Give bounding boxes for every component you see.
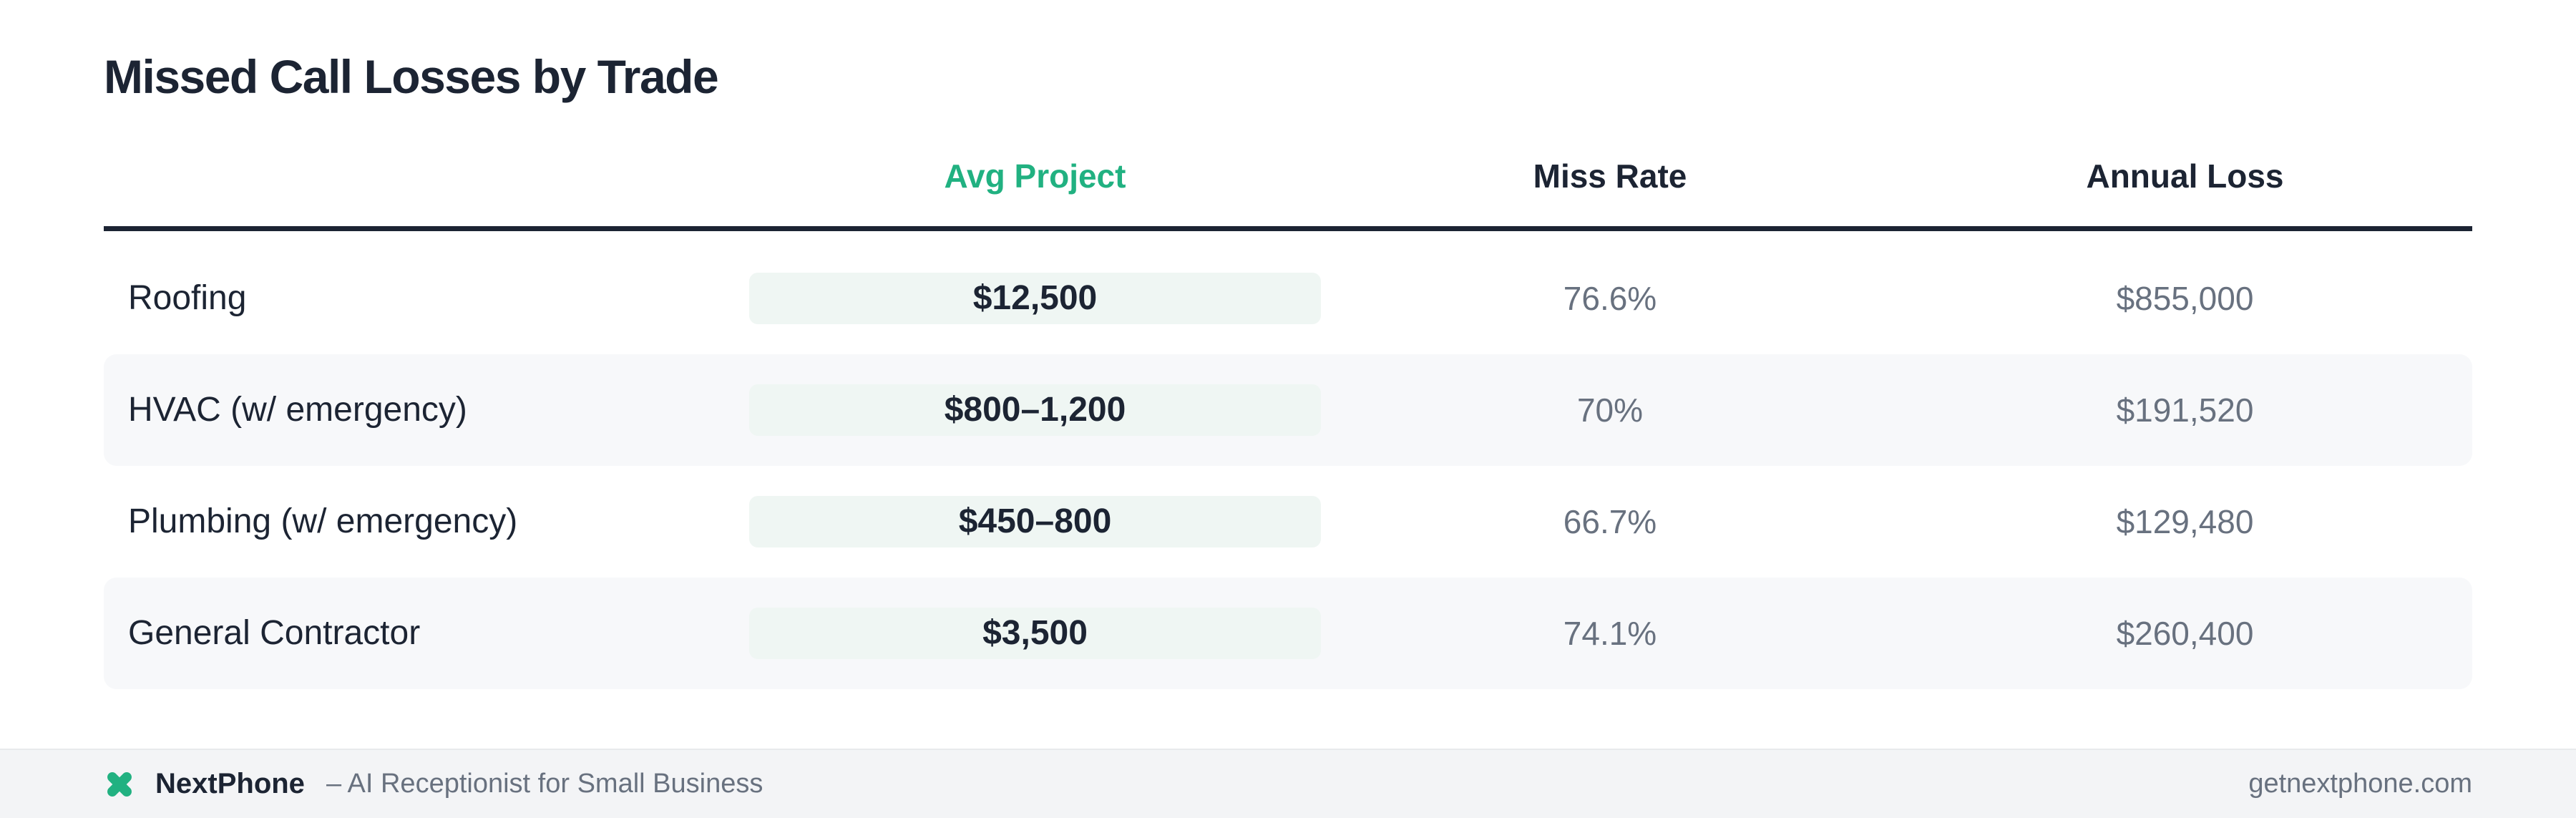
brand-tagline: – AI Receptionist for Small Business [326,769,763,799]
table-header-row: Avg Project Miss Rate Annual Loss [104,104,2472,231]
trade-name: General Contractor [128,614,421,653]
avg-project-cell: $450–800 [748,495,1322,547]
table-row-roofing: Roofing $12,500 76.6% $855,000 [104,243,2472,354]
main-content: Missed Call Losses by Trade Avg Project … [104,50,2472,689]
avg-project-chip: $3,500 [749,607,1321,659]
avg-project-chip: $800–1,200 [749,384,1321,436]
annual-loss-value: $191,520 [2116,391,2254,429]
avg-project-chip: $12,500 [749,272,1321,324]
miss-rate-value: 76.6% [1563,279,1657,317]
col-header-annual-loss: Annual Loss [2086,157,2284,195]
table-body: Roofing $12,500 76.6% $855,000 HVAC (w/ … [104,243,2472,689]
brand-name: NextPhone [155,768,305,799]
miss-rate-value: 74.1% [1563,614,1657,652]
annual-loss-value: $129,480 [2116,502,2254,540]
footer-brand-group: NextPhone – AI Receptionist for Small Bu… [104,768,763,800]
annual-loss-value: $855,000 [2116,279,2254,317]
trade-name: Plumbing (w/ emergency) [128,502,518,541]
annual-loss-value: $260,400 [2116,614,2254,652]
page-title: Missed Call Losses by Trade [104,50,719,103]
miss-rate-value: 66.7% [1563,502,1657,540]
table-row-hvac: HVAC (w/ emergency) $800–1,200 70% $191,… [104,354,2472,466]
miss-rate-value: 70% [1576,391,1644,429]
trade-name: HVAC (w/ emergency) [128,391,467,429]
col-header-miss-rate: Miss Rate [1533,157,1687,195]
footer-bar: NextPhone – AI Receptionist for Small Bu… [0,749,2576,818]
avg-project-cell: $3,500 [748,607,1322,659]
table-row-plumbing: Plumbing (w/ emergency) $450–800 66.7% $… [104,466,2472,578]
site-url: getnextphone.com [2248,769,2472,799]
green-x-clover-icon [107,771,132,797]
table-row-general-contractor: General Contractor $3,500 74.1% $260,400 [104,577,2472,689]
avg-project-cell: $800–1,200 [748,384,1322,436]
col-header-avg-project: Avg Project [944,157,1126,195]
avg-project-cell: $12,500 [748,272,1322,324]
avg-project-chip: $450–800 [749,495,1321,547]
trade-name: Roofing [128,279,247,318]
losses-table: Avg Project Miss Rate Annual Loss Roofin… [104,104,2472,689]
